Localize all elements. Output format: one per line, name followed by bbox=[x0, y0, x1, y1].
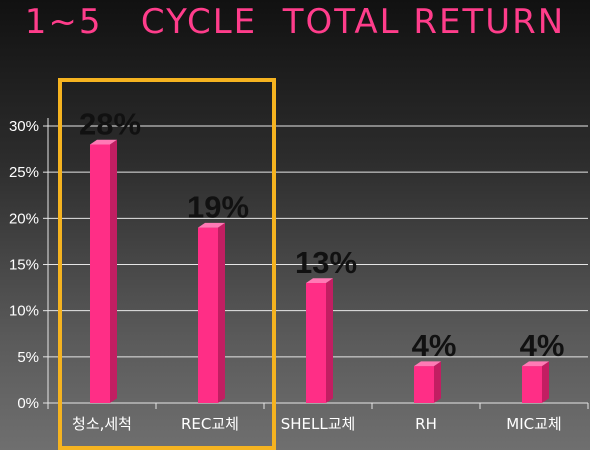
bar bbox=[90, 139, 117, 404]
data-label: 4% bbox=[520, 328, 565, 363]
y-tick-label: 15% bbox=[9, 257, 39, 274]
bar-side bbox=[110, 139, 117, 404]
bar bbox=[198, 222, 225, 403]
bar bbox=[414, 361, 441, 403]
data-labels: 28% 19% 13% 4% 4% bbox=[79, 106, 564, 363]
y-tick-label: 10% bbox=[9, 303, 39, 320]
data-label: 4% bbox=[412, 328, 457, 363]
bar bbox=[522, 361, 549, 403]
bar-side bbox=[218, 222, 225, 403]
data-label: 28% bbox=[79, 106, 141, 141]
bar-front bbox=[414, 366, 434, 403]
bar-front bbox=[90, 144, 110, 403]
chart-title: 1~5 CYCLE TOTAL RETURN bbox=[24, 2, 566, 42]
y-tick-label: 30% bbox=[9, 118, 39, 135]
x-tick-label: 청소,세척 bbox=[72, 415, 132, 433]
x-tick-label: RH bbox=[415, 415, 437, 433]
y-tick-label: 25% bbox=[9, 164, 39, 181]
bar-front bbox=[198, 227, 218, 403]
bar-side bbox=[326, 278, 333, 403]
bar-side bbox=[434, 361, 441, 403]
y-tick-label: 5% bbox=[17, 349, 39, 366]
bar-top bbox=[522, 361, 549, 367]
y-axis: 0% 5% 10% 15% 20% 25% 30% bbox=[9, 118, 589, 412]
bar-top bbox=[198, 222, 225, 228]
bar-top bbox=[306, 278, 333, 283]
bar-front bbox=[522, 366, 542, 403]
bars bbox=[90, 139, 549, 404]
bar-front bbox=[306, 282, 326, 403]
bar-side bbox=[542, 361, 549, 403]
bar-top bbox=[414, 361, 441, 367]
bar bbox=[306, 278, 333, 403]
x-tick-label: REC교체 bbox=[181, 415, 239, 433]
data-label: 13% bbox=[295, 245, 357, 280]
bar-top bbox=[90, 139, 117, 145]
data-label: 19% bbox=[187, 190, 249, 225]
x-axis-labels: 청소,세척 REC교체 SHELL교체 RH MIC교체 bbox=[72, 415, 562, 433]
highlight-box bbox=[58, 78, 276, 450]
y-tick-label: 0% bbox=[17, 395, 39, 412]
x-tick-label: MIC교체 bbox=[506, 415, 561, 433]
y-tick-label: 20% bbox=[9, 210, 39, 227]
x-tick-label: SHELL교체 bbox=[281, 415, 356, 433]
